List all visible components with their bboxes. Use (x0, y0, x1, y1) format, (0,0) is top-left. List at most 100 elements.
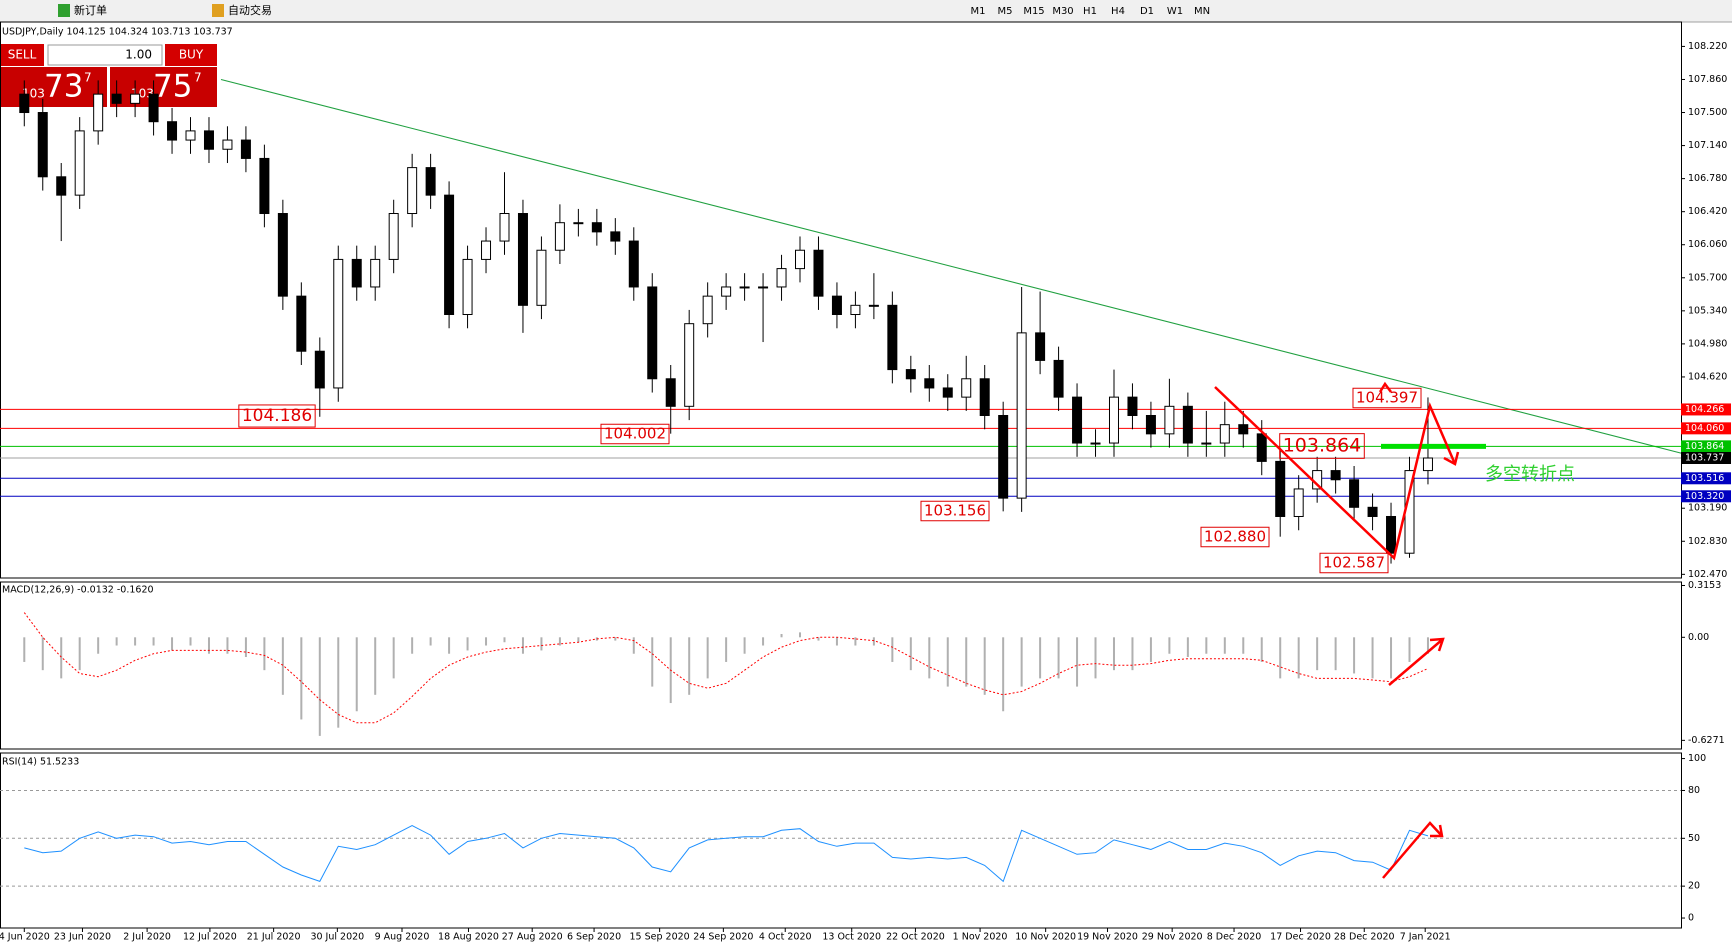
y-tick-label: 0 (1688, 913, 1694, 924)
toolbar-button-icon (58, 4, 70, 17)
annotation: 多空转折点 (1485, 464, 1575, 485)
price-label: 103.320 (1685, 491, 1724, 502)
candle-body (93, 93, 104, 132)
macd-bar (1076, 637, 1079, 687)
toolbar-button[interactable]: 自动交易 (228, 3, 272, 17)
drawn-arrow (1443, 451, 1460, 466)
x-tick-label: 17 Dec 2020 (1270, 932, 1331, 943)
candle-body (1330, 470, 1341, 481)
y-tick-label: 107.140 (1688, 140, 1727, 151)
macd-bar (1020, 637, 1023, 687)
y-tick-label: 105.340 (1688, 305, 1727, 316)
macd-bar (614, 637, 617, 641)
sell-button[interactable] (0, 44, 44, 66)
macd-bar (1426, 637, 1429, 654)
ask-box[interactable] (110, 67, 217, 107)
macd-bar (1057, 637, 1060, 679)
candle-body (1219, 424, 1230, 444)
timeframe-button[interactable]: H1 (1083, 6, 1097, 17)
signal-line (23, 612, 1429, 724)
candle-body (1201, 442, 1212, 445)
toolbar (0, 0, 1732, 22)
candle-body (388, 213, 399, 260)
x-tick-label: 13 Oct 2020 (822, 932, 881, 943)
x-tick-label: 2 Jul 2020 (123, 932, 171, 943)
x-tick-label: 27 Aug 2020 (502, 932, 563, 943)
ask-main: 75 (153, 69, 192, 105)
candle-body (130, 93, 141, 104)
macd-bar (115, 637, 118, 646)
lots-value: 1.00 (125, 48, 152, 62)
timeframe-button[interactable]: M30 (1052, 6, 1073, 17)
macd-bar (632, 637, 635, 654)
toolbar-button[interactable]: 新订单 (74, 3, 107, 17)
x-tick-label: 19 Nov 2020 (1077, 932, 1138, 943)
macd-bar (355, 637, 358, 712)
timeframe-button[interactable]: M1 (971, 6, 986, 17)
macd-bar (503, 637, 506, 643)
candle-body (1422, 457, 1433, 472)
macd-bar (1039, 637, 1042, 679)
panel-title: MACD(12,26,9) -0.0132 -0.1620 (2, 585, 154, 596)
candle-body (1108, 396, 1119, 444)
x-tick-label: 28 Dec 2020 (1334, 932, 1395, 943)
y-tick-label: 0.00 (1688, 632, 1709, 643)
macd-bar (41, 637, 44, 671)
macd-bar (411, 637, 414, 654)
macd-bar (946, 637, 949, 687)
price-label-box (1681, 403, 1731, 416)
macd-bar (1279, 637, 1282, 679)
annotation-box (920, 500, 990, 522)
macd-bar (799, 632, 802, 638)
annotation: 103.156 (924, 502, 986, 520)
trendline (220, 79, 1682, 454)
annotation: 104.186 (242, 406, 312, 426)
bid-box[interactable] (0, 67, 107, 107)
timeframe-button[interactable]: H4 (1111, 6, 1125, 17)
macd-bar (909, 637, 912, 671)
macd-bar (1131, 637, 1134, 671)
candle-body (425, 167, 436, 196)
annotation: 103.864 (1283, 435, 1362, 457)
x-tick-label: 30 Jul 2020 (310, 932, 364, 943)
drawn-arrow (1378, 381, 1392, 393)
timeframe-button[interactable]: M15 (1023, 6, 1044, 17)
lots-input[interactable] (47, 44, 163, 66)
y-tick-label: 108.220 (1688, 41, 1727, 52)
candle-body (924, 378, 935, 389)
timeframe-button[interactable]: W1 (1167, 6, 1183, 17)
candle-body (776, 268, 787, 288)
macd-bar (207, 637, 210, 654)
candle-body (148, 93, 159, 123)
y-tick-label: 103.190 (1688, 503, 1727, 514)
candle-body (831, 295, 842, 316)
macd-bar (466, 637, 469, 651)
price-label: 104.266 (1685, 404, 1724, 415)
candle-body (407, 167, 418, 215)
candle-body (1016, 332, 1027, 499)
candle-body (721, 286, 732, 297)
macd-bar (928, 637, 931, 679)
rsi-line (24, 825, 1429, 883)
macd-bar (263, 637, 266, 671)
timeframe-button[interactable]: MN (1194, 6, 1210, 17)
macd-bar (1353, 637, 1356, 674)
candle-body (905, 369, 916, 380)
macd-bar (706, 637, 709, 679)
candle-body (74, 130, 85, 196)
buy-button[interactable] (165, 44, 217, 66)
macd-bar (1371, 637, 1374, 679)
timeframe-button[interactable]: M5 (998, 6, 1013, 17)
timeframe-button[interactable]: D1 (1140, 6, 1154, 17)
price-label: 103.737 (1685, 453, 1724, 464)
macd-bar (577, 637, 580, 643)
candle-body (1053, 359, 1064, 398)
x-tick-label: 4 Oct 2020 (759, 932, 812, 943)
x-tick-label: 1 Nov 2020 (953, 932, 1008, 943)
buy-label: BUY (179, 48, 204, 62)
candle-body (628, 240, 639, 288)
candle-body (1127, 396, 1138, 416)
macd-bar (392, 637, 395, 679)
candle-body (462, 258, 473, 316)
candle-body (444, 194, 455, 316)
